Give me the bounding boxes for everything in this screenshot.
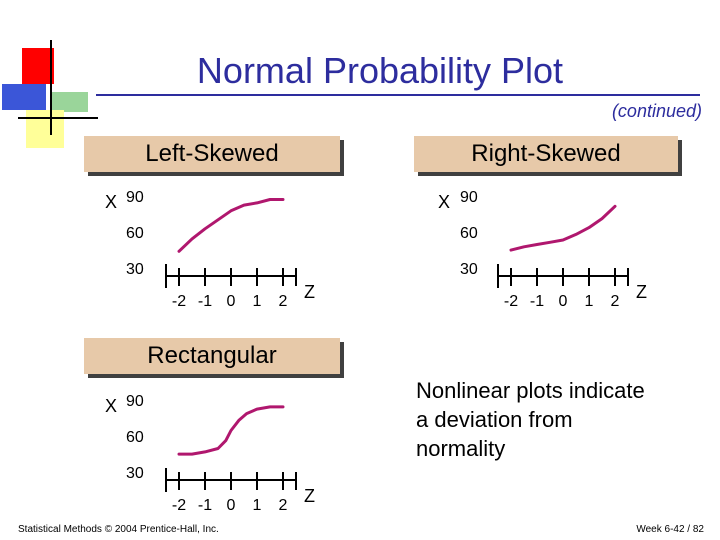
note-line: normality bbox=[416, 436, 506, 461]
x-tick-label: -1 bbox=[198, 497, 212, 514]
left-skewed-label: Left-Skewed bbox=[84, 136, 340, 172]
x-tick-label: 0 bbox=[559, 293, 568, 310]
y-tick-label: 90 bbox=[126, 189, 144, 206]
x-tick-label: 0 bbox=[227, 293, 236, 310]
x-tick-label: 1 bbox=[253, 497, 262, 514]
y-tick-label: 90 bbox=[126, 393, 144, 410]
x-axis-label: Z bbox=[636, 282, 647, 302]
y-tick-label: 30 bbox=[126, 465, 144, 482]
logo-vertical-line bbox=[50, 40, 52, 135]
x-tick-label: 1 bbox=[253, 293, 262, 310]
x-tick-label: -2 bbox=[504, 293, 518, 310]
logo-horizontal-line bbox=[18, 117, 98, 119]
x-tick-label: 0 bbox=[227, 497, 236, 514]
footer-copyright: Statistical Methods © 2004 Prentice-Hall… bbox=[18, 524, 219, 535]
x-tick-label: -2 bbox=[172, 497, 186, 514]
chart-rectangular: X 90 60 30 -2 -1 0 1 2 Z bbox=[105, 393, 315, 514]
note-line: Nonlinear plots indicate bbox=[416, 378, 645, 403]
logo-green-square bbox=[52, 92, 88, 112]
note-text: Nonlinear plots indicate a deviation fro… bbox=[416, 376, 706, 463]
footer-page-number: Week 6-42 / 82 bbox=[636, 524, 704, 535]
y-tick-label: 90 bbox=[460, 189, 478, 206]
x-tick-label: -2 bbox=[172, 293, 186, 310]
continued-label: (continued) bbox=[611, 101, 702, 121]
chart-left-skewed: X 90 60 30 -2 -1 0 1 2 Z bbox=[105, 189, 315, 310]
page-title: Normal Probability Plot bbox=[196, 50, 564, 91]
x-tick-label: 2 bbox=[279, 293, 288, 310]
logo-yellow-square bbox=[26, 110, 64, 148]
x-tick-label: -1 bbox=[530, 293, 544, 310]
series-line bbox=[509, 204, 617, 252]
x-tick-label: 1 bbox=[585, 293, 594, 310]
series-line bbox=[177, 198, 285, 253]
logo-red-square bbox=[22, 48, 54, 84]
logo-blue-square bbox=[2, 84, 46, 110]
y-axis-label: X bbox=[105, 192, 117, 212]
y-tick-label: 60 bbox=[460, 225, 478, 242]
x-axis-label: Z bbox=[304, 486, 315, 506]
y-axis-label: X bbox=[105, 396, 117, 416]
x-axis-label: Z bbox=[304, 282, 315, 302]
y-tick-label: 60 bbox=[126, 429, 144, 446]
chart-right-skewed: X 90 60 30 -2 -1 0 1 2 Z bbox=[438, 189, 647, 310]
x-tick-label: 2 bbox=[611, 293, 620, 310]
rectangular-label: Rectangular bbox=[84, 338, 340, 374]
x-tick-label: 2 bbox=[279, 497, 288, 514]
note-line: a deviation from bbox=[416, 407, 573, 432]
y-axis-label: X bbox=[438, 192, 450, 212]
right-skewed-label: Right-Skewed bbox=[414, 136, 678, 172]
y-tick-label: 30 bbox=[460, 261, 478, 278]
x-tick-label: -1 bbox=[198, 293, 212, 310]
y-tick-label: 60 bbox=[126, 225, 144, 242]
title-divider bbox=[96, 94, 700, 96]
series-line bbox=[177, 405, 285, 456]
y-tick-label: 30 bbox=[126, 261, 144, 278]
